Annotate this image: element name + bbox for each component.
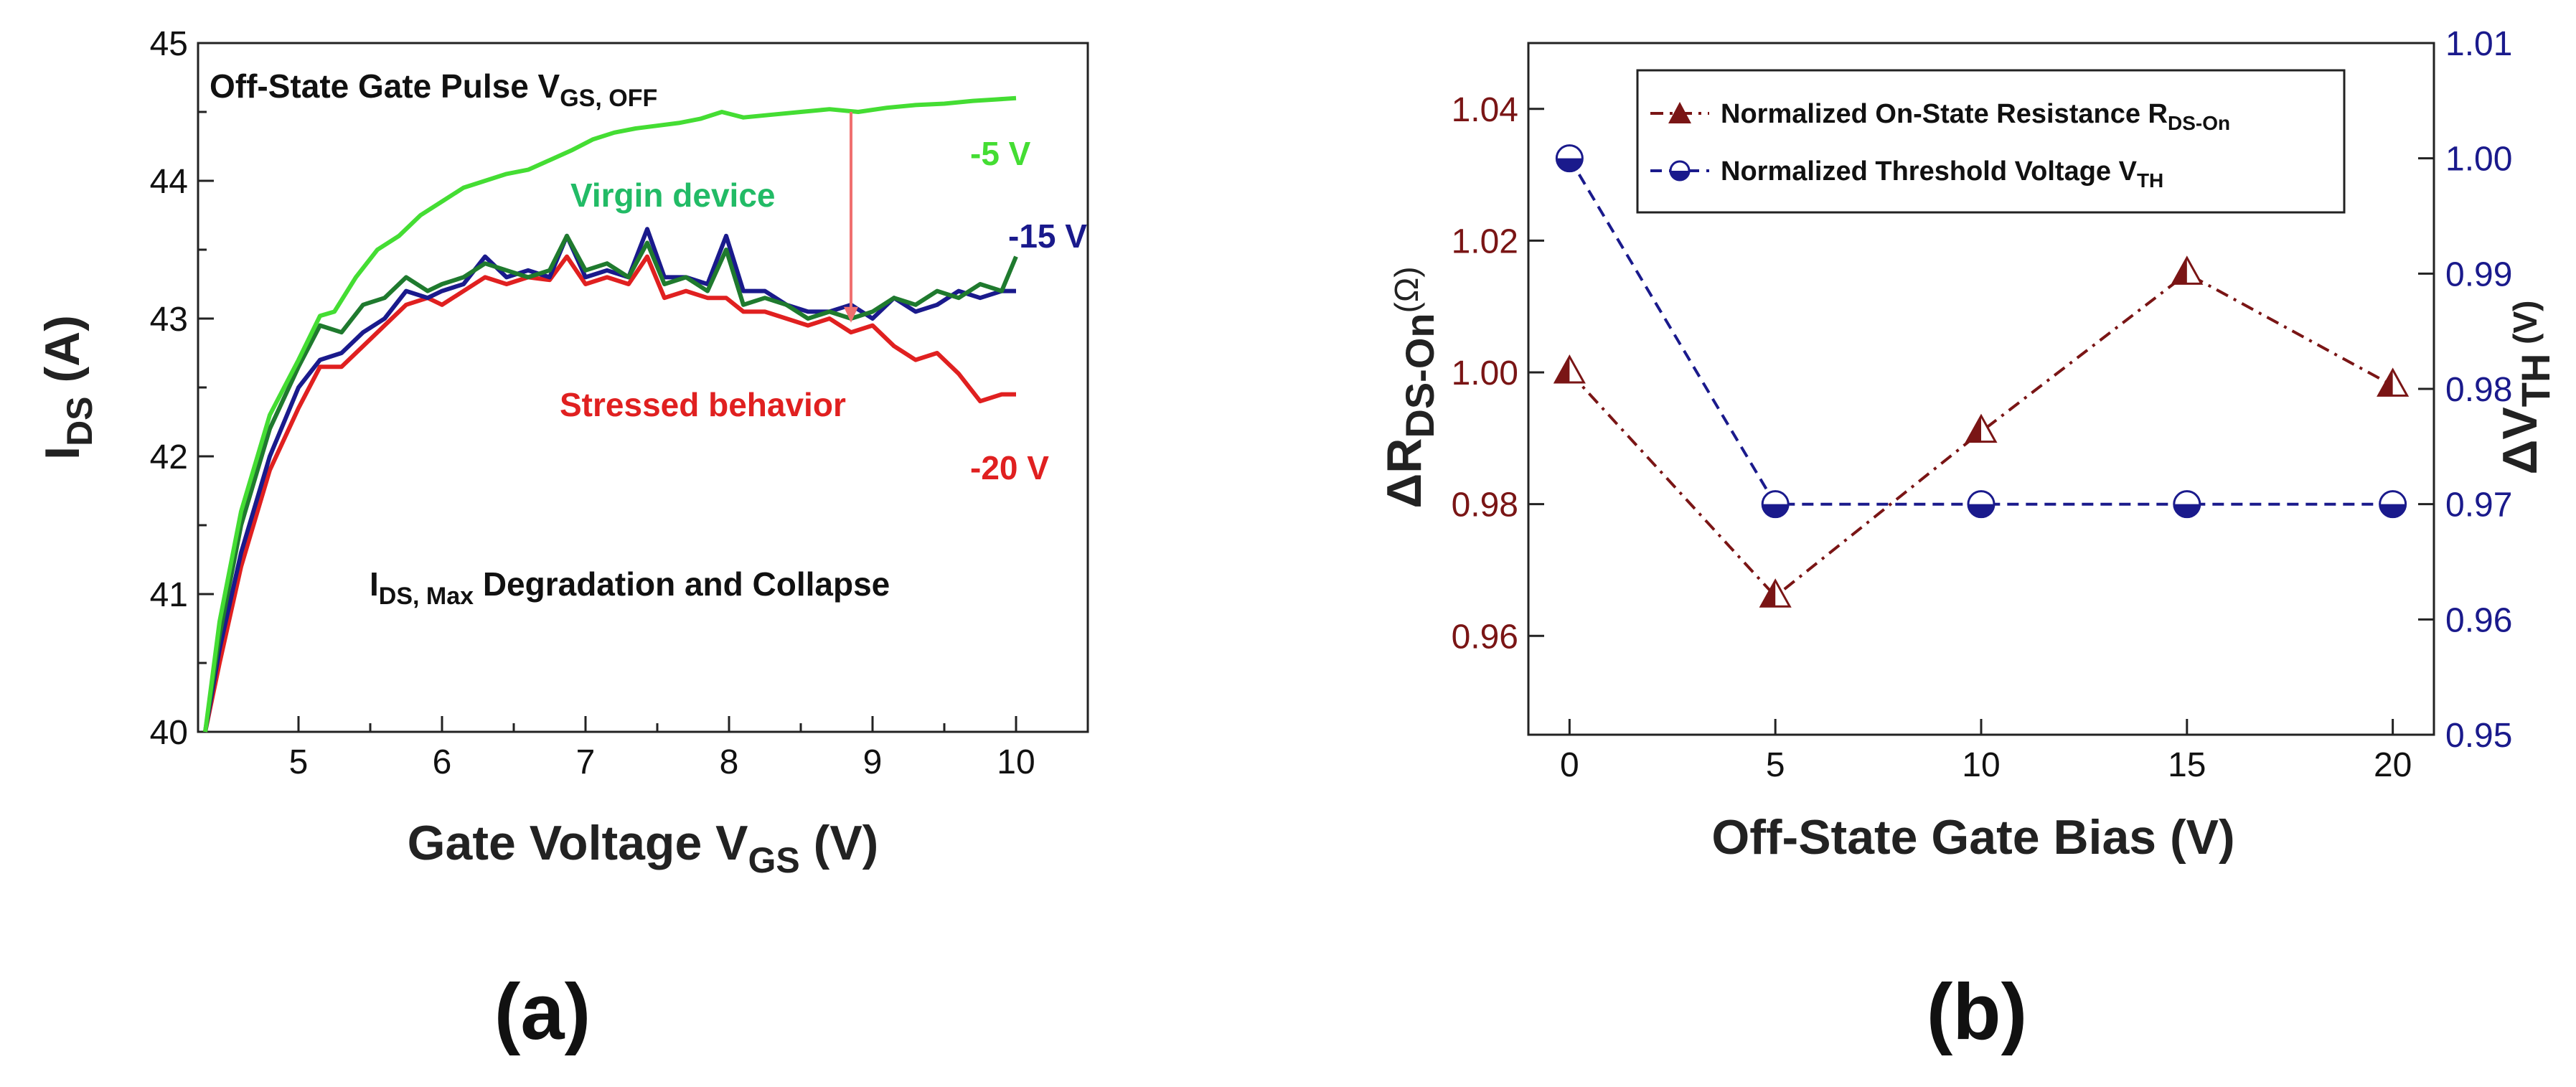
legend-vth-marker-fill (1670, 171, 1689, 180)
panel-b-x-tick-label: 0 (1560, 746, 1579, 784)
panel-a-y-tick-label: 41 (150, 576, 188, 614)
panel-b-right-y-tick-label: 0.96 (2445, 601, 2512, 639)
series-label-neg5: -5 V (970, 135, 1031, 172)
series-line-virgin (203, 233, 1018, 733)
series-line-rds (1568, 271, 2394, 598)
panel-b-x-tick-label: 20 (2374, 746, 2412, 784)
panel-b-left-y-tick-label: 1.04 (1452, 91, 1518, 129)
panel-b-right-y-tick-label: 0.98 (2445, 371, 2512, 409)
panel-a-y-tick-label: 40 (150, 714, 188, 752)
panel-b-chart: 0 5 10 15 20 0.96 0.98 1.00 1.02 1.04 0.95 0.96 0.97… (1377, 25, 2558, 1056)
panel-a-x-tick-label: 7 (576, 743, 596, 781)
series-line-neg20 (203, 254, 1016, 733)
vth-point-fill (1968, 504, 1994, 517)
panel-b-right-y-tick-label: 1.01 (2445, 25, 2512, 63)
rds-point-fill (1967, 415, 1981, 442)
panel-a-y-tick-label: 43 (150, 301, 188, 339)
panel-b-right-y-tick-label: 0.97 (2445, 486, 2512, 524)
panel-b-x-tick-label: 15 (2168, 746, 2206, 784)
panel-b-left-y-axis-label: ΔRDS-On(Ω) (1377, 266, 1442, 508)
panel-a-x-tick-label: 8 (720, 743, 739, 781)
series-label-neg15: -15 V (1008, 217, 1087, 255)
panel-b-left-y-tick-label: 0.98 (1452, 486, 1518, 524)
series-line-neg15 (203, 227, 1016, 733)
legend-rds-marker (1668, 102, 1691, 123)
rds-point-fill (2172, 258, 2187, 284)
panel-a-label: (a) (494, 968, 591, 1056)
panel-a-y-axis-label: IDS (A) (35, 315, 100, 460)
panel-b-legend: Normalized On-State Resistance RDS-On No… (1636, 69, 2346, 214)
panel-a-x-tick-label: 5 (289, 743, 309, 781)
panel-b-label: (b) (1927, 968, 2027, 1056)
panel-b-x-tick-label: 10 (1962, 746, 2000, 784)
annotation-virgin-device: Virgin device (570, 177, 776, 214)
vth-point-fill (1762, 504, 1789, 517)
panel-b-right-y-tick-label: 0.95 (2445, 717, 2512, 755)
panel-a-x-tick-label: 9 (863, 743, 883, 781)
vth-point-fill (2173, 504, 2200, 517)
panel-a-x-tick-label: 6 (433, 743, 452, 781)
panel-b-left-y-tick-label: 0.96 (1452, 618, 1518, 656)
panel-b-right-y-tick-label: 0.99 (2445, 255, 2512, 293)
rds-point-fill (1761, 580, 1776, 607)
panel-b-ticks: 0 5 10 15 20 0.96 0.98 1.00 1.02 1.04 0.95 0.96 0.97… (1452, 25, 2513, 784)
panel-b-x-axis-label: Off-State Gate Bias (V) (1711, 810, 2234, 865)
legend-vth-label: Normalized Threshold Voltage VTH (1721, 156, 2163, 192)
panel-a-series (203, 95, 1018, 733)
panel-b-x-tick-label: 5 (1766, 746, 1785, 784)
rds-point-fill (2378, 370, 2393, 396)
panel-b-left-y-tick-label: 1.02 (1452, 222, 1518, 260)
panel-a-ticks: 5 6 7 8 9 10 40 41 42 43 44 45 (150, 25, 1035, 781)
degradation-arrow-head (844, 306, 858, 323)
series-line-neg5 (203, 95, 1017, 733)
panel-a-plot-title: Off-State Gate Pulse VGS, OFF (210, 67, 657, 112)
rds-point-fill (1555, 357, 1570, 383)
legend-box (1636, 69, 2346, 214)
panel-a-y-tick-label: 42 (150, 438, 188, 476)
panel-b-left-y-tick-label: 1.00 (1452, 354, 1518, 392)
vth-point-fill (1556, 158, 1583, 171)
panel-a-y-tick-label: 45 (150, 25, 188, 63)
annotation-degradation: IDS, Max Degradation and Collapse (370, 565, 890, 610)
panel-b-right-y-axis-label: ΔVTH (V) (2493, 301, 2558, 475)
panel-a-chart: 5 6 7 8 9 10 40 41 42 43 44 45 Gate Voltage VGS (V)… (35, 25, 1089, 1056)
panel-a-x-tick-label: 10 (997, 743, 1035, 781)
panel-a-y-tick-label: 44 (150, 163, 188, 201)
panel-b-series (1553, 144, 2410, 608)
vth-point-fill (2379, 504, 2406, 517)
panel-a-x-axis-label: Gate Voltage VGS (V) (408, 816, 879, 880)
panel-b-right-y-tick-label: 1.00 (2445, 141, 2512, 179)
series-label-neg20: -20 V (970, 449, 1049, 486)
legend-rds-label: Normalized On-State Resistance RDS-On (1721, 99, 2230, 134)
annotation-stressed-behavior: Stressed behavior (560, 386, 846, 423)
